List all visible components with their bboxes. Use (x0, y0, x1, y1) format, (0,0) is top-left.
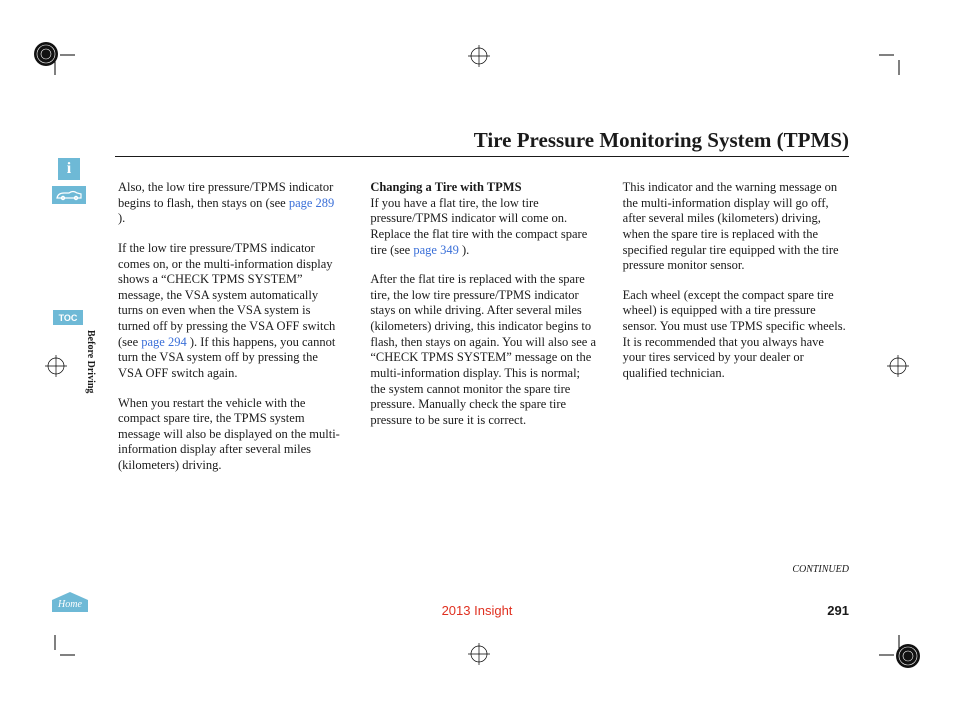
info-char: i (67, 160, 71, 178)
body-text: Each wheel (except the compact spare tir… (623, 288, 849, 382)
page-title: Tire Pressure Monitoring System (TPMS) (474, 128, 849, 153)
body-text: This indicator and the warning message o… (623, 180, 849, 274)
sidebar: i (50, 158, 88, 204)
text: If the low tire pressure/TPMS indicator … (118, 241, 335, 349)
subheading: Changing a Tire with TPMS (370, 180, 521, 194)
info-icon[interactable]: i (58, 158, 80, 180)
body-text: After the flat tire is replaced with the… (370, 272, 596, 428)
text: ). (118, 211, 125, 225)
page-link[interactable]: page 349 (413, 243, 458, 257)
rosette-icon (32, 40, 60, 68)
page-number: 291 (827, 603, 849, 618)
registration-mark (468, 643, 490, 665)
body-text: Also, the low tire pressure/TPMS indicat… (118, 180, 344, 227)
registration-mark (45, 355, 67, 377)
rosette-icon (894, 642, 922, 670)
body-text: When you restart the vehicle with the co… (118, 396, 344, 474)
toc-button[interactable]: TOC (53, 310, 83, 325)
title-rule (115, 156, 849, 157)
page-link[interactable]: page 294 (141, 335, 186, 349)
text: If you have a flat tire, the low tire pr… (370, 196, 587, 257)
column-3: This indicator and the warning message o… (623, 180, 849, 488)
page-link[interactable]: page 289 (289, 196, 334, 210)
car-icon[interactable] (52, 186, 86, 204)
home-button[interactable]: Home (50, 591, 90, 618)
section-label: Before Driving (85, 330, 96, 393)
crop-mark (879, 45, 909, 75)
column-2: Changing a Tire with TPMS If you have a f… (370, 180, 596, 488)
continued-label: CONTINUED (792, 564, 849, 575)
toc-label: TOC (59, 313, 78, 323)
text: ). (459, 243, 469, 257)
column-1: Also, the low tire pressure/TPMS indicat… (118, 180, 344, 488)
body-text: If the low tire pressure/TPMS indicator … (118, 241, 344, 382)
footer-model: 2013 Insight (442, 603, 513, 618)
body-text: Changing a Tire with TPMS If you have a f… (370, 180, 596, 258)
content-columns: Also, the low tire pressure/TPMS indicat… (118, 180, 849, 488)
svg-text:Home: Home (57, 599, 82, 610)
registration-mark (468, 45, 490, 67)
registration-mark (887, 355, 909, 377)
crop-mark (45, 635, 75, 665)
